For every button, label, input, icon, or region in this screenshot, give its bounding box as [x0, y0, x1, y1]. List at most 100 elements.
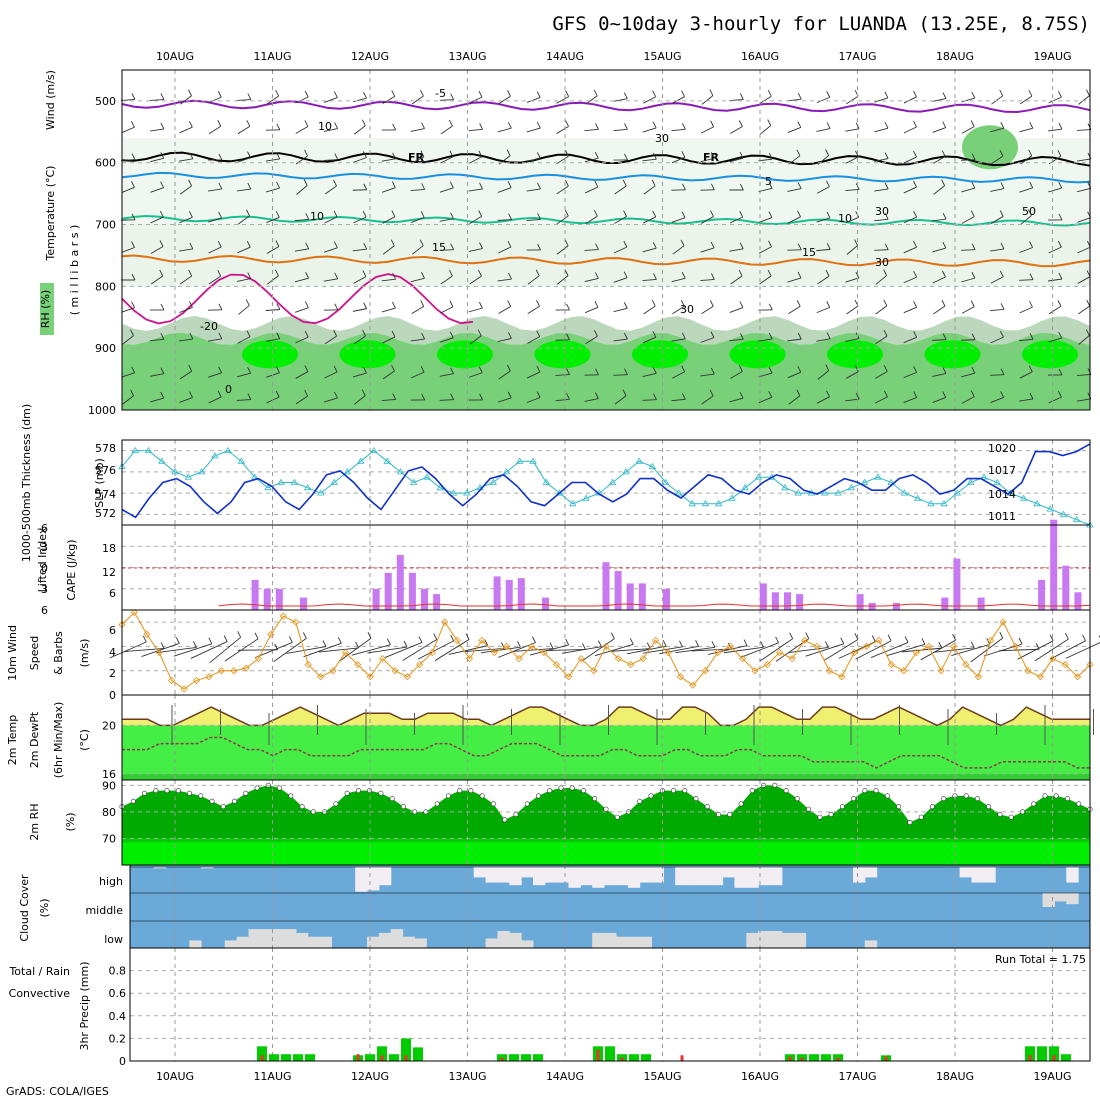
- cloud-clear-high: [592, 867, 605, 888]
- wind-barb-flag: [768, 153, 773, 160]
- wind-barb: [961, 159, 976, 161]
- wind-barb-flag: [682, 183, 686, 191]
- wind-barb-flag: [681, 393, 686, 400]
- wind-speed-point: [838, 673, 846, 681]
- wind-barb-flag: [913, 331, 918, 338]
- rh-2m-point: [344, 790, 350, 796]
- pressure-tick: 900: [95, 342, 116, 355]
- slp-line: [121, 443, 1091, 519]
- wind-barb-flag: [275, 390, 280, 398]
- thickness-point: [966, 478, 975, 485]
- wind-speed-point: [515, 655, 523, 663]
- wind-barb: [497, 278, 512, 282]
- wind-barb-flag: [218, 332, 223, 340]
- wind-barb-flag: [739, 210, 744, 218]
- wind-barb-flag: [1029, 241, 1034, 248]
- wind-barb-flag: [355, 641, 359, 649]
- wind-barb-flag: [797, 92, 802, 100]
- rh-2m-point: [490, 801, 496, 807]
- wind-barb-flag: [970, 390, 975, 397]
- wind-barb-flag: [767, 119, 772, 126]
- cloud-clear-high: [153, 867, 167, 869]
- pressure-tick: 800: [95, 280, 116, 293]
- wind-barb-flag: [131, 153, 136, 160]
- wind-barb: [961, 306, 975, 314]
- wind-barb: [236, 188, 251, 192]
- wind-barb-flag: [767, 269, 772, 277]
- wind-barb: [208, 125, 222, 135]
- wind-barb-flag: [739, 151, 744, 159]
- wind-barb-flag: [1028, 209, 1032, 216]
- wind-barb-flag: [478, 210, 483, 217]
- wind-barb-flag: [1029, 392, 1034, 400]
- wind-barb-flag: [913, 120, 917, 128]
- cloud-unit-label: (%): [38, 898, 51, 917]
- wind-barb-flag: [913, 366, 918, 373]
- wind-barb-flag: [223, 635, 228, 642]
- cloud-low: [770, 931, 783, 948]
- wind-barb-flag: [508, 272, 512, 280]
- cape-bar: [614, 571, 622, 610]
- wind-barb: [173, 643, 212, 657]
- thickness-point: [741, 484, 749, 491]
- wind-barb: [613, 374, 628, 376]
- wind-barb-flag: [1049, 634, 1054, 642]
- wind-barb: [788, 305, 801, 315]
- wind-barb-flag: [478, 90, 483, 98]
- wind-barb: [468, 128, 483, 132]
- temp-tick: 16: [102, 768, 116, 781]
- wind-barb: [614, 216, 627, 224]
- day-label-top: 16AUG: [741, 50, 779, 63]
- wind-barb: [208, 372, 222, 378]
- wind-barb: [816, 338, 831, 342]
- wind-barb: [584, 249, 599, 251]
- wind-barb: [179, 275, 192, 285]
- wind-barb-flag: [245, 299, 250, 306]
- wind-barb: [179, 216, 193, 224]
- rh-2m-point: [1042, 793, 1048, 799]
- wind-barb: [180, 185, 192, 195]
- wind-barb: [741, 642, 779, 658]
- wind-barb-flag: [680, 300, 685, 307]
- rh-2m-point: [986, 804, 992, 810]
- wind-speed-point: [987, 636, 995, 644]
- wind-speed-point: [763, 661, 771, 669]
- wind-barb: [324, 97, 338, 103]
- wind-barb-flag: [479, 182, 483, 190]
- thickness-tick: 574: [95, 488, 116, 501]
- wind-barb: [469, 216, 482, 224]
- rh-2m-point: [389, 796, 395, 802]
- wind-barb-flag: [566, 333, 570, 340]
- cloud-low: [260, 929, 273, 948]
- wind-barb: [845, 371, 859, 379]
- wind-barb: [1048, 246, 1062, 254]
- thickness-point: [648, 462, 657, 469]
- precip-bar: [629, 1054, 639, 1061]
- cloud-low: [189, 940, 202, 948]
- wind-barb: [121, 307, 135, 313]
- cape-bar: [1050, 519, 1058, 610]
- rh-2m-point: [153, 788, 159, 794]
- wind-barb-flag: [175, 637, 180, 644]
- wind10-speed-label: Speed: [28, 636, 41, 670]
- wind-barb: [526, 127, 541, 133]
- thickness-point: [1072, 515, 1081, 523]
- wind-barb: [903, 276, 917, 284]
- wind-barb-flag: [131, 181, 135, 188]
- wind-barb-flag: [537, 243, 541, 251]
- wind-barb: [556, 155, 569, 165]
- thickness-axis-label: 1000-500mb Thickness (dm): [20, 404, 33, 562]
- lifted-index-tick: -6: [37, 522, 48, 535]
- wind-barb-flag: [246, 240, 251, 248]
- wind-speed-point: [738, 655, 747, 663]
- wind-barb-flag: [334, 391, 338, 399]
- wind-barb-flag: [276, 332, 281, 339]
- wind10-axis-label: 10m Wind: [6, 625, 19, 681]
- wind-barb: [296, 185, 308, 195]
- wind-barb-flag: [450, 393, 455, 400]
- wind-barb-flag: [363, 302, 368, 309]
- rh-2m-point: [907, 819, 913, 825]
- wind-barb-flag: [507, 181, 512, 188]
- cape-bar: [941, 597, 949, 610]
- wind-barb-flag: [304, 330, 309, 338]
